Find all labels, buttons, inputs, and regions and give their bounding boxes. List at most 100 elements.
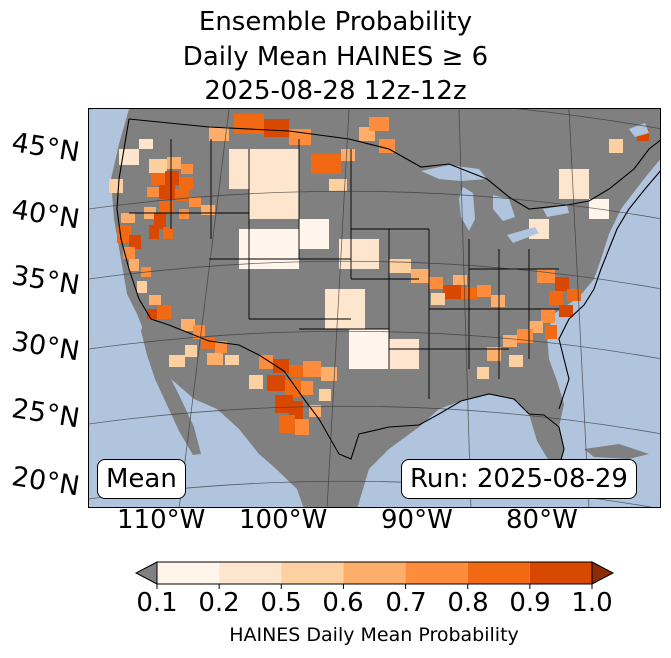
probability-cell — [249, 189, 299, 219]
colorbar-frame — [156, 561, 593, 585]
probability-cell — [279, 415, 295, 433]
probability-cell — [431, 293, 445, 305]
lat-label-20: 20°N — [9, 461, 82, 503]
title-line-1: Ensemble Probability — [198, 7, 473, 37]
probability-cell — [389, 259, 411, 273]
probability-cell — [487, 347, 501, 361]
probability-cell — [207, 353, 223, 365]
probability-cell — [109, 179, 123, 193]
lake-michigan — [459, 187, 475, 231]
probability-cell — [181, 319, 195, 331]
title-line-2: Daily Mean HAINES ≥ 6 — [182, 42, 489, 72]
probability-cell — [119, 149, 139, 165]
probability-cell — [311, 154, 341, 174]
lake-erie — [507, 227, 539, 243]
lake-superior — [421, 165, 487, 181]
probability-cell — [301, 381, 313, 395]
probability-cell — [159, 201, 173, 213]
land-layer — [89, 109, 660, 507]
bay-of-fundy — [629, 123, 649, 137]
probability-cell — [443, 285, 461, 299]
probability-cell — [157, 305, 171, 319]
parallel-45n — [89, 109, 660, 130]
lat-label-45: 45°N — [9, 127, 82, 169]
lat-label-35: 35°N — [9, 260, 82, 302]
probability-cell — [234, 114, 264, 134]
probability-cell — [273, 359, 289, 373]
probability-cell — [165, 171, 179, 185]
probability-cell — [541, 309, 555, 323]
probability-cell — [163, 227, 173, 239]
border-canada-us — [128, 118, 660, 210]
probability-cell — [285, 379, 301, 397]
probability-cell — [299, 219, 329, 249]
parallel-35n — [89, 260, 660, 290]
map-canvas — [89, 109, 660, 507]
lat-label-25: 25°N — [9, 393, 82, 435]
colorbar-segment — [529, 562, 592, 584]
probability-cell — [369, 117, 389, 131]
colorbar-under-extension — [134, 561, 158, 585]
meridian-100w — [326, 109, 350, 507]
colorbar-segment — [219, 562, 282, 584]
probability-cell — [321, 367, 337, 381]
probability-cell — [259, 355, 273, 369]
colorbar-segment — [157, 562, 220, 584]
probability-cell — [201, 205, 215, 215]
lat-label-30: 30°N — [9, 326, 82, 368]
landmass-baja-california — [141, 321, 201, 455]
lake-huron — [493, 195, 515, 221]
colorbar-segment — [281, 562, 344, 584]
probability-cell — [289, 365, 303, 377]
probability-cell — [147, 187, 159, 197]
colorbar-tick-0.7: 0.7 — [385, 588, 427, 618]
lake-ontario — [543, 205, 569, 217]
probability-cell — [303, 361, 321, 377]
probability-cell — [229, 149, 299, 189]
probability-cell — [167, 157, 181, 169]
parallel-25n — [89, 405, 660, 435]
lat-label-40: 40°N — [9, 194, 82, 236]
probability-cell — [149, 225, 159, 239]
probability-cell — [137, 281, 147, 293]
probability-cell — [275, 395, 293, 413]
probability-cell — [609, 139, 623, 153]
lon-label-90w: 90°W — [381, 505, 453, 535]
colorbar-tick-1.0: 1.0 — [571, 588, 613, 618]
meridian-110w — [178, 109, 230, 507]
probability-cell — [319, 389, 331, 401]
probability-cell — [189, 197, 201, 207]
probability-cell — [309, 405, 321, 417]
probability-cell — [264, 119, 289, 137]
meridian-90w — [458, 109, 472, 507]
probability-cell — [325, 289, 365, 329]
probability-cell — [453, 275, 467, 285]
colorbar-tick-0.1: 0.1 — [136, 588, 178, 618]
probability-cell — [341, 149, 355, 161]
probability-cell — [169, 355, 185, 367]
colorbar-tick-0.2: 0.2 — [198, 588, 240, 618]
map-panel — [88, 108, 661, 508]
probability-cell — [509, 355, 523, 367]
probability-cell — [129, 235, 141, 249]
probability-cell — [147, 309, 157, 319]
probability-cell — [159, 185, 175, 199]
landmass-north-america — [89, 109, 660, 507]
meridian-80w — [568, 109, 590, 507]
landmass-florida — [529, 414, 564, 467]
probability-cell — [295, 419, 309, 435]
probability-cell — [329, 179, 347, 191]
probability-cell — [545, 325, 557, 339]
probability-cell — [209, 127, 229, 141]
lon-label-110w: 110°W — [117, 505, 206, 535]
lon-label-100w: 100°W — [239, 505, 328, 535]
probability-cell — [549, 291, 563, 305]
probability-cell — [477, 285, 491, 297]
probability-cell — [181, 164, 193, 174]
coastline-and-mexico-border — [116, 118, 565, 468]
colorbar-tick-0.8: 0.8 — [447, 588, 489, 618]
probability-cell — [139, 139, 153, 149]
statistic-box: Mean — [97, 459, 186, 499]
colorbar-segment — [467, 562, 530, 584]
landmass-cuba — [584, 444, 649, 459]
